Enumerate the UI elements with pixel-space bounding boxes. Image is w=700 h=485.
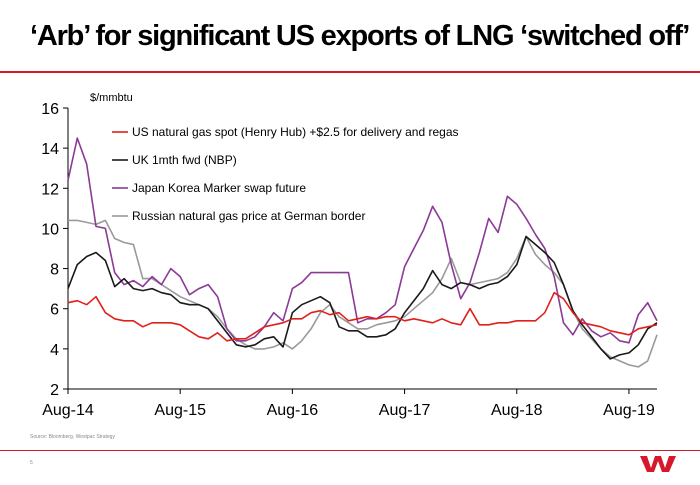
legend-label: Japan Korea Marker swap future [132, 181, 306, 195]
series-line-4 [68, 219, 658, 368]
y-tick-label: 16 [41, 101, 59, 118]
y-tick-label: 12 [41, 181, 59, 198]
source-note: Source: Bloomberg, Westpac Strategy [30, 434, 115, 440]
slide-title: ‘Arb’ for significant US exports of LNG … [30, 20, 690, 52]
x-tick-label: Aug-16 [267, 402, 319, 419]
y-tick-label: 6 [50, 302, 59, 319]
x-tick-label: Aug-15 [154, 402, 206, 419]
title-divider [0, 71, 700, 73]
legend-label: Russian natural gas price at German bord… [132, 209, 365, 223]
y-tick-label: 14 [41, 141, 59, 158]
legend-label: UK 1mth fwd (NBP) [132, 153, 237, 167]
series-line-3 [67, 137, 658, 344]
westpac-logo: W [640, 456, 676, 472]
x-tick-label: Aug-14 [42, 402, 94, 419]
x-tick-label: Aug-19 [603, 402, 655, 419]
x-tick-label: Aug-17 [379, 402, 431, 419]
x-tick-label: Aug-18 [491, 402, 543, 419]
series-line-2 [67, 235, 658, 360]
chart-legend: US natural gas spot (Henry Hub) +$2.5 fo… [112, 125, 459, 223]
page-number: 5 [30, 460, 33, 466]
y-tick-label: 2 [50, 382, 59, 399]
chart-series [67, 137, 658, 368]
chart-axes: 2 4 6 8 10 12 14 16 $/mmbtu Aug-14 Aug-15 Aug-16 Aug… [41, 92, 657, 419]
y-tick-label: 10 [41, 221, 59, 238]
series-line-1 [67, 291, 658, 342]
y-unit-label: $/mmbtu [90, 92, 133, 104]
y-tick-label: 4 [50, 342, 59, 359]
legend-label: US natural gas spot (Henry Hub) +$2.5 fo… [132, 125, 459, 139]
footer-divider [0, 450, 700, 451]
y-tick-label: 8 [50, 262, 59, 279]
